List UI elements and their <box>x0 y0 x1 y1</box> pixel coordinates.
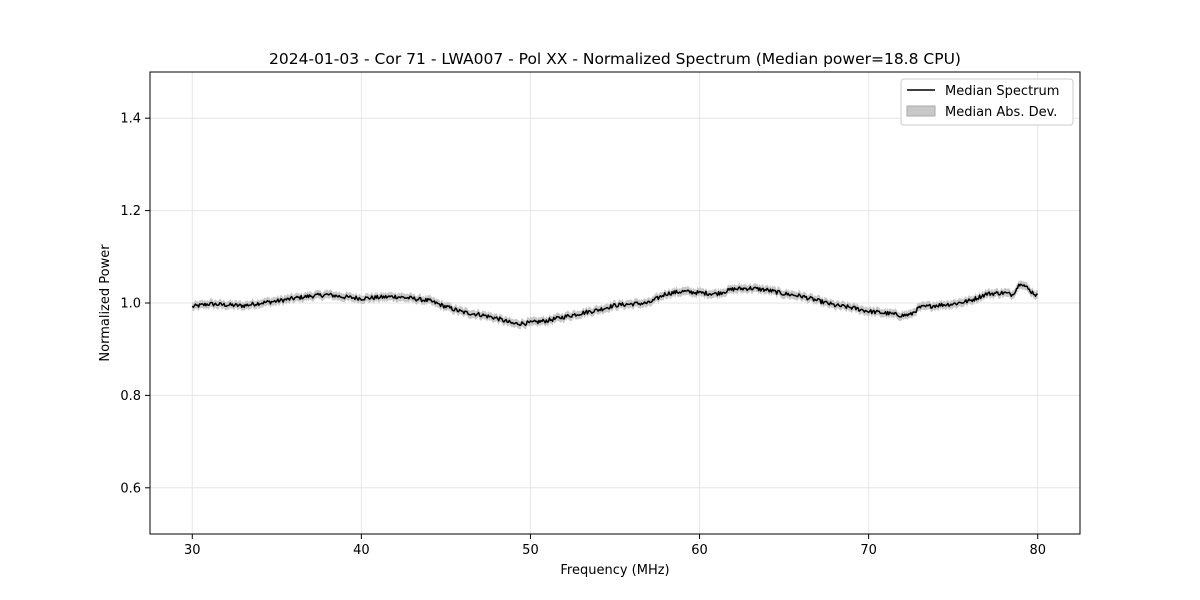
legend: Median Spectrum Median Abs. Dev. <box>900 78 1074 126</box>
x-axis-label: Frequency (MHz) <box>560 563 669 578</box>
y-tick-label: 0.6 <box>120 481 141 496</box>
y-axis-label: Normalized Power <box>98 244 113 362</box>
x-tick-label: 40 <box>353 543 370 558</box>
y-tick-label: 0.8 <box>120 389 141 404</box>
median-line-layer <box>191 283 1038 327</box>
legend-label-median-spectrum: Median Spectrum <box>945 84 1059 99</box>
x-tick-label: 70 <box>860 543 877 558</box>
median-spectrum-line <box>191 283 1038 327</box>
y-tick-label: 1.0 <box>120 297 141 312</box>
legend-band-swatch <box>906 105 936 117</box>
x-tick-label: 30 <box>184 543 201 558</box>
legend-box <box>900 78 1074 126</box>
x-tick-label: 50 <box>522 543 539 558</box>
ticks: 30 40 50 60 70 80 0.6 0.8 1.0 1.2 1.4 <box>120 112 1046 558</box>
y-tick-label: 1.4 <box>120 112 141 127</box>
legend-label-median-abs-dev: Median Abs. Dev. <box>945 105 1057 120</box>
y-tick-label: 1.2 <box>120 204 141 219</box>
x-tick-label: 80 <box>1029 543 1046 558</box>
chart-title: 2024-01-03 - Cor 71 - LWA007 - Pol XX - … <box>269 50 961 68</box>
x-tick-label: 60 <box>691 543 708 558</box>
